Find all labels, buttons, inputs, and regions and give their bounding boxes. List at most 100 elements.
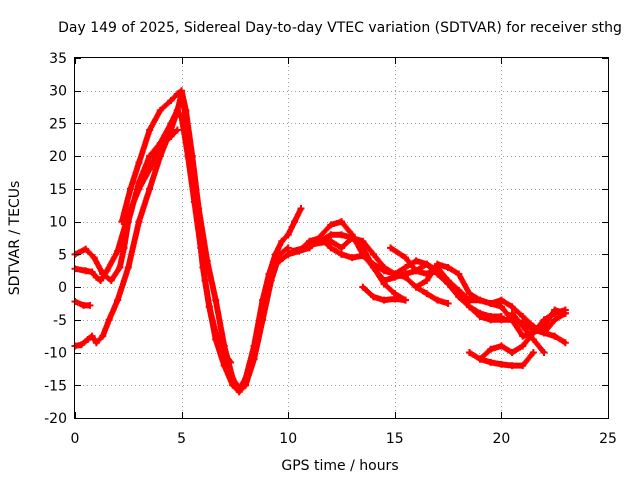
- data-point: [387, 244, 395, 252]
- data-point: [271, 250, 279, 258]
- data-point: [195, 205, 203, 213]
- data-point: [433, 263, 441, 271]
- data-point: [476, 309, 484, 317]
- data-point: [86, 301, 94, 309]
- data-point: [412, 257, 420, 265]
- data-point: [519, 362, 527, 370]
- y-tick-label: -15: [44, 378, 67, 394]
- series-track-d: [71, 90, 292, 396]
- chart-title: Day 149 of 2025, Sidereal Day-to-day VTE…: [58, 20, 622, 36]
- data-point: [391, 270, 399, 278]
- data-point: [444, 263, 452, 271]
- data-point: [380, 263, 388, 271]
- y-tick-label: -10: [44, 346, 67, 362]
- data-point: [508, 303, 516, 311]
- data-point: [529, 335, 537, 343]
- data-point: [84, 335, 92, 343]
- data-point: [401, 254, 409, 262]
- data-point: [90, 254, 98, 262]
- series-track-o: [508, 309, 548, 357]
- series-track-j: [387, 244, 505, 321]
- series-markers: [295, 235, 569, 336]
- data-point: [348, 234, 356, 242]
- data-point: [146, 126, 154, 134]
- data-point: [99, 332, 107, 340]
- data-point: [465, 349, 473, 357]
- data-point: [135, 218, 143, 226]
- data-point: [173, 106, 181, 114]
- series-track-m: [465, 349, 537, 370]
- data-point: [80, 301, 88, 309]
- x-tick-label: 5: [177, 431, 186, 447]
- data-point: [173, 126, 181, 134]
- data-point: [412, 267, 420, 275]
- data-point: [519, 322, 527, 330]
- data-point: [369, 293, 377, 301]
- data-point: [338, 231, 345, 239]
- y-tick-label: 15: [49, 182, 67, 198]
- data-point: [369, 260, 377, 268]
- data-point: [107, 277, 115, 285]
- data-point: [338, 244, 345, 252]
- data-point: [146, 165, 154, 173]
- data-point: [433, 296, 441, 304]
- data-point: [135, 159, 143, 167]
- data-point: [92, 273, 100, 281]
- x-tick-label: 10: [279, 431, 297, 447]
- data-point: [423, 290, 431, 298]
- data-point: [455, 270, 463, 278]
- y-axis-label: SDTVAR / TECUs: [7, 181, 23, 296]
- data-point: [182, 106, 190, 114]
- data-point: [338, 218, 345, 226]
- data-point: [327, 221, 335, 229]
- data-point: [120, 244, 128, 252]
- data-point: [423, 260, 431, 268]
- data-point: [284, 231, 292, 239]
- data-point: [188, 152, 196, 160]
- data-point: [92, 339, 100, 347]
- series-markers: [72, 107, 234, 366]
- x-axis-label: GPS time / hours: [281, 458, 398, 474]
- data-point: [173, 90, 181, 98]
- data-point: [540, 349, 548, 357]
- data-point: [278, 237, 286, 245]
- data-point: [561, 339, 569, 347]
- data-point: [348, 254, 356, 262]
- data-point: [455, 290, 463, 298]
- y-tick-label: -5: [53, 313, 67, 329]
- data-point: [497, 296, 505, 304]
- data-point: [82, 245, 90, 253]
- data-point: [229, 375, 237, 383]
- data-point: [519, 342, 527, 350]
- data-point: [380, 277, 388, 285]
- y-tick-label: 5: [58, 247, 67, 263]
- series-track-n: [476, 306, 569, 363]
- y-tick-label: 20: [49, 149, 67, 165]
- data-point: [146, 185, 154, 193]
- data-point: [551, 309, 559, 317]
- data-point: [359, 237, 367, 245]
- y-tick-label: 30: [49, 84, 67, 100]
- data-point: [412, 283, 420, 291]
- data-point: [124, 263, 132, 271]
- data-point: [476, 296, 484, 304]
- data-point: [508, 309, 516, 317]
- data-point: [259, 296, 267, 304]
- data-point: [114, 247, 122, 255]
- data-point: [359, 283, 367, 291]
- series-track-h: [295, 234, 569, 337]
- series-track-l: [412, 283, 452, 307]
- data-point: [284, 250, 292, 258]
- data-point: [338, 250, 345, 258]
- data-point: [540, 316, 548, 324]
- data-point: [487, 345, 495, 353]
- data-point: [88, 332, 96, 340]
- data-point: [497, 313, 505, 321]
- data-point: [297, 205, 305, 213]
- data-point: [265, 270, 273, 278]
- data-point: [77, 341, 85, 349]
- data-point: [540, 329, 548, 337]
- data-point: [167, 126, 175, 134]
- data-point: [212, 296, 220, 304]
